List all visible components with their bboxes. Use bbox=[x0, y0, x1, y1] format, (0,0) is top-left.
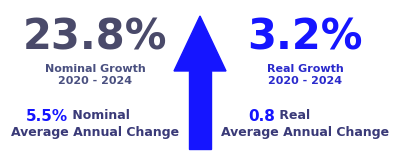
Text: 3.2%: 3.2% bbox=[247, 16, 363, 58]
Text: 0.8: 0.8 bbox=[248, 109, 275, 124]
Text: 23.8%: 23.8% bbox=[23, 16, 167, 58]
Text: Real: Real bbox=[275, 109, 310, 122]
Text: 5.5%: 5.5% bbox=[26, 109, 68, 124]
Polygon shape bbox=[189, 71, 211, 149]
Text: Nominal Growth: Nominal Growth bbox=[45, 64, 145, 74]
Text: Real Growth: Real Growth bbox=[267, 64, 344, 74]
Polygon shape bbox=[174, 16, 226, 71]
Text: 2020 - 2024: 2020 - 2024 bbox=[268, 76, 342, 86]
Text: 2020 - 2024: 2020 - 2024 bbox=[58, 76, 132, 86]
Text: Average Annual Change: Average Annual Change bbox=[221, 126, 389, 139]
Text: Nominal: Nominal bbox=[68, 109, 130, 122]
Text: Average Annual Change: Average Annual Change bbox=[11, 126, 179, 139]
